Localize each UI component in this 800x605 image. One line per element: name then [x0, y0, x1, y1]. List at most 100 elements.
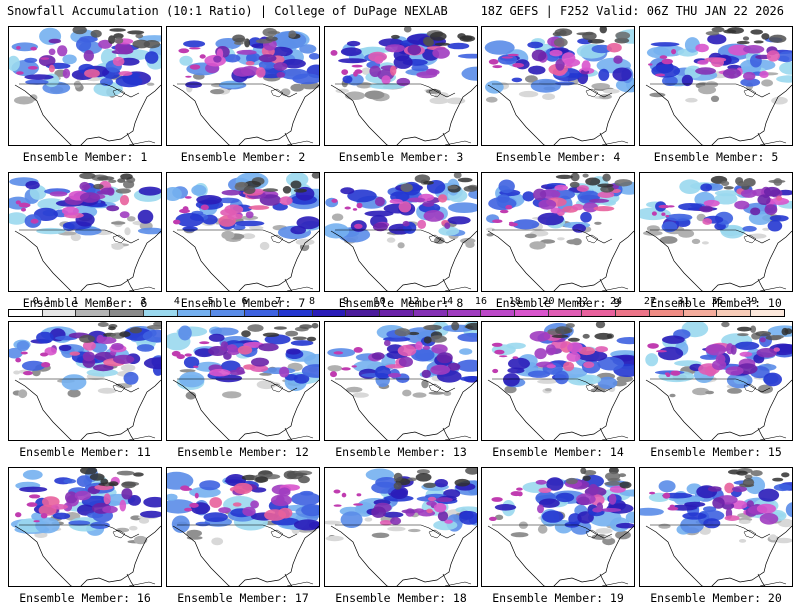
colorbar-swatch [717, 310, 752, 316]
colorbar-tick-label: 10 [373, 296, 386, 307]
snowfall-map-svg [167, 468, 319, 586]
snowfall-map-svg [325, 468, 477, 586]
snowfall-shading [640, 468, 792, 544]
snowfall-shading [167, 173, 319, 252]
ensemble-member-map [481, 26, 635, 146]
colorbar-tick-label: 12 [407, 296, 420, 307]
snowfall-map-svg [325, 27, 477, 145]
snowfall-shading [330, 27, 477, 105]
ensemble-member-label: Ensemble Member: 6 [22, 296, 148, 310]
snowfall-map-svg [9, 468, 161, 586]
snowfall-map-svg [640, 322, 792, 440]
ensemble-member-map [8, 467, 162, 587]
colorbar-swatch [616, 310, 650, 316]
colorbar-tick-label: 31 [677, 296, 690, 307]
colorbar-swatch [177, 310, 212, 316]
snowfall-map-svg [167, 27, 319, 145]
ensemble-member-map [639, 26, 793, 146]
colorbar-swatch [312, 310, 347, 316]
colorbar-swatch [380, 310, 414, 316]
model-run-info: 18Z GEFS | F252 Valid: 06Z THU JAN 22 20… [480, 4, 784, 18]
colorbar-tick-label: 39 [745, 296, 758, 307]
snowfall-shading [9, 173, 161, 250]
snowfall-map-svg [325, 173, 477, 291]
snowfall-shading [645, 322, 792, 398]
colorbar-swatch [9, 310, 43, 316]
colorbar-tick-label: 14 [441, 296, 454, 307]
snowfall-shading [489, 468, 634, 546]
colorbar-swatch [413, 310, 448, 316]
snowfall-map-svg [167, 322, 319, 440]
colorbar-swatch [582, 310, 617, 316]
snowfall-shading [491, 322, 634, 394]
colorbar-swatch [548, 310, 583, 316]
colorbar-tick-label: 22 [576, 296, 589, 307]
snowfall-map-svg [325, 322, 477, 440]
snowfall-shading [325, 173, 477, 249]
colorbar-swatch [751, 310, 784, 316]
snowfall-shading [640, 175, 792, 245]
colorbar-tick-label: 1 [72, 296, 79, 307]
ensemble-member-label: Ensemble Member: 13 [335, 445, 467, 459]
snowfall-map-svg [640, 468, 792, 586]
ensemble-member-map [639, 467, 793, 587]
snowfall-map-svg [482, 173, 634, 291]
colorbar-swatch [515, 310, 549, 316]
snowfall-shading [9, 27, 161, 105]
snowfall-shading [9, 322, 161, 399]
snowfall-shading [327, 322, 477, 398]
snowfall-shading [646, 27, 792, 105]
ensemble-member-map [8, 26, 162, 146]
colorbar-swatch [42, 310, 77, 316]
ensemble-member-map [166, 26, 320, 146]
colorbar-tick-labels: 0.1 1 2 3 4 5 6 7 8 9 10 12 14 16 18 20 22 24 27 31 35 39 [8, 296, 785, 308]
ensemble-member-map [166, 172, 320, 292]
snowfall-map-svg [640, 173, 792, 291]
ensemble-member-label: Ensemble Member: 11 [19, 445, 151, 459]
colorbar-swatch [143, 310, 178, 316]
ensemble-member-label: Ensemble Member: 10 [650, 296, 782, 310]
colorbar-tick-label: 8 [309, 296, 316, 307]
colorbar-tick-label: 24 [610, 296, 623, 307]
map-title: Snowfall Accumulation (10:1 Ratio) | Col… [7, 4, 448, 18]
snowfall-colorbar [8, 309, 785, 317]
ensemble-member-map [481, 467, 635, 587]
colorbar-tick-label: 5 [207, 296, 214, 307]
ensemble-member-map [166, 321, 320, 441]
ensemble-member-label: Ensemble Member: 1 [22, 150, 148, 164]
colorbar-swatch [76, 310, 111, 316]
ensemble-member-label: Ensemble Member: 16 [19, 591, 151, 605]
ensemble-member-label: Ensemble Member: 8 [338, 296, 464, 310]
snowfall-map-svg [640, 27, 792, 145]
snowfall-map-svg [482, 322, 634, 440]
colorbar-tick-label: 2 [106, 296, 113, 307]
colorbar-swatch [649, 310, 684, 316]
ensemble-member-label: Ensemble Member: 9 [495, 296, 621, 310]
colorbar-swatch [481, 310, 516, 316]
colorbar-swatch [447, 310, 482, 316]
snowfall-shading [10, 468, 161, 545]
ensemble-member-label: Ensemble Member: 4 [495, 150, 621, 164]
ensemble-member-label: Ensemble Member: 15 [650, 445, 782, 459]
ensemble-member-map [166, 467, 320, 587]
snowfall-shading [178, 27, 319, 97]
snowfall-map-svg [9, 27, 161, 145]
ensemble-member-label: Ensemble Member: 2 [180, 150, 306, 164]
ensemble-member-map [481, 172, 635, 292]
ensemble-member-map [324, 321, 478, 441]
ensemble-member-label: Ensemble Member: 17 [177, 591, 309, 605]
snowfall-shading [325, 468, 477, 542]
ensemble-member-map [8, 321, 162, 441]
colorbar-tick-label: 18 [508, 296, 521, 307]
snowfall-shading [484, 27, 634, 103]
ensemble-member-label: Ensemble Member: 20 [650, 591, 782, 605]
colorbar-swatch [110, 310, 144, 316]
ensemble-member-label: Ensemble Member: 12 [177, 445, 309, 459]
colorbar-tick-label: 9 [342, 296, 349, 307]
colorbar-swatch [211, 310, 246, 316]
colorbar-swatch [278, 310, 313, 316]
colorbar-swatch [346, 310, 381, 316]
snowfall-shading [486, 173, 634, 250]
snowfall-map-svg [9, 173, 161, 291]
colorbar-tick-label: 7 [275, 296, 282, 307]
